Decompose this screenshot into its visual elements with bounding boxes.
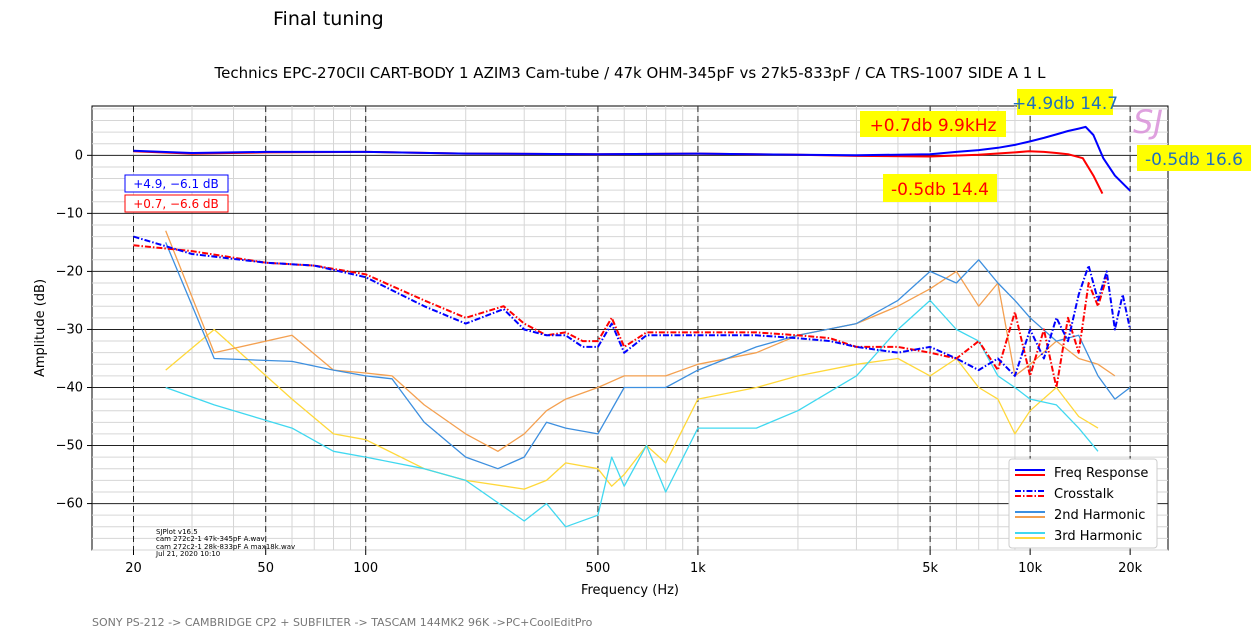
y-tick-label: 0: [75, 148, 83, 163]
value-box-blue: +4.9, −6.1 dB: [124, 174, 229, 193]
value-box-red-text: +0.7, −6.6 dB: [133, 197, 219, 211]
harmonic2-blue-line: [165, 242, 1131, 470]
sj-watermark: SJ: [1133, 103, 1163, 141]
x-tick-label: 1k: [690, 561, 706, 576]
y-tick-label: −30: [56, 322, 83, 337]
y-tick-label: −60: [56, 497, 83, 512]
x-tick-label: 5k: [922, 561, 938, 576]
stamp-line: cam 272c2-1 28k-833pF A max18k.wav: [156, 543, 295, 551]
svg-text:+4.9db 14.7: +4.9db 14.7: [1012, 94, 1118, 114]
y-tick-label: −20: [56, 264, 83, 279]
legend-label-2nd-harmonic: 2nd Harmonic: [1054, 508, 1145, 523]
legend-label-3rd-harmonic: 3rd Harmonic: [1054, 529, 1142, 544]
value-box-blue-text: +4.9, −6.1 dB: [133, 177, 219, 191]
legend-label-crosstalk: Crosstalk: [1054, 487, 1114, 502]
y-tick-label: −10: [56, 206, 83, 221]
annotation-peak-blue: +4.9db 14.7: [1012, 89, 1118, 115]
svg-text:-0.5db 16.6: -0.5db 16.6: [1145, 150, 1243, 170]
annotation-peak-red: +0.7db 9.9kHz: [860, 111, 1006, 137]
crosstalk-blue-line: [133, 235, 1132, 377]
x-tick-label: 500: [586, 561, 611, 576]
harmonic2-orange-line: [165, 230, 1116, 452]
stamp-line: Jul 21, 2020 10:10: [155, 550, 220, 558]
harmonic3-cyan-line: [165, 299, 1099, 528]
stamp-line: SJPlot v16.5: [156, 528, 198, 536]
value-box-red: +0.7, −6.6 dB: [124, 194, 229, 213]
stamp: SJPlot v16.5 cam 272c2-1 47k-345pF A.wav…: [155, 528, 295, 558]
y-tick-labels: 0 −10 −20 −30 −40 −50 −60: [56, 148, 92, 512]
chart-title: Technics EPC-270CII CART-BODY 1 AZIM3 Ca…: [214, 64, 1047, 82]
series-group: [133, 125, 1132, 528]
freq-response-blue-line: [133, 125, 1131, 192]
amplitude-frequency-chart: Technics EPC-270CII CART-BODY 1 AZIM3 Ca…: [33, 64, 1251, 598]
y-tick-label: −40: [56, 380, 83, 395]
annotation-rolloff-blue: -0.5db 16.6: [1137, 145, 1251, 171]
stamp-line: cam 272c2-1 47k-345pF A.wav: [156, 535, 265, 543]
svg-text:+0.7db 9.9kHz: +0.7db 9.9kHz: [870, 116, 997, 136]
x-tick-label: 10k: [1018, 561, 1043, 576]
svg-text:-0.5db 14.4: -0.5db 14.4: [891, 180, 989, 200]
crosstalk-red-line: [133, 244, 1108, 389]
annotation-rolloff-red: -0.5db 14.4: [883, 174, 997, 202]
minor-gridlines: [92, 106, 1168, 551]
y-axis-label: Amplitude (dB): [33, 279, 48, 377]
x-axis-label: Frequency (Hz): [581, 583, 679, 598]
signal-chain-caption: SONY PS-212 -> CAMBRIDGE CP2 + SUBFILTER…: [92, 616, 593, 629]
figure-heading: Final tuning: [273, 8, 384, 30]
y-tick-label: −50: [56, 439, 83, 454]
x-tick-label: 100: [353, 561, 378, 576]
x-tick-labels: 20 50 100 500 1k 5k 10k 20k: [125, 550, 1143, 576]
x-tick-label: 50: [257, 561, 274, 576]
x-tick-label: 20: [125, 561, 142, 576]
legend-label-freq-response: Freq Response: [1054, 466, 1148, 481]
x-tick-label: 20k: [1118, 561, 1143, 576]
legend: Freq Response Crosstalk 2nd Harmonic 3rd…: [1008, 458, 1158, 549]
harmonic3-yellow-line: [165, 328, 1099, 490]
